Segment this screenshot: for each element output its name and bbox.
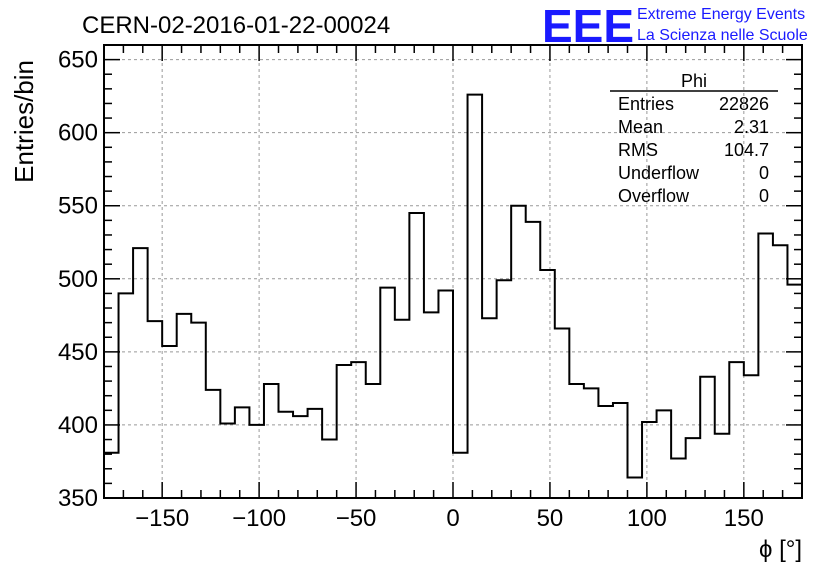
tick-labels: −150 −100 −50 0 50 100 150 350 400 450 500 550 600 65… — [58, 47, 764, 532]
stats-label-rms: RMS — [618, 140, 658, 160]
logo-mark: EEE — [542, 0, 634, 52]
axis-ticks — [103, 44, 803, 499]
x-tick-label: 0 — [446, 505, 459, 532]
stats-value-entries: 22826 — [719, 94, 769, 114]
x-tick-label: −150 — [135, 505, 189, 532]
run-title: CERN-02-2016-01-22-00024 — [82, 12, 390, 39]
y-tick-label: 650 — [58, 47, 98, 74]
eee-logo: EEE Extreme Energy Events La Scienza nel… — [542, 0, 808, 52]
stats-title: Phi — [681, 71, 707, 91]
x-tick-label: 100 — [627, 505, 667, 532]
y-tick-label: 550 — [58, 193, 98, 220]
logo-line2: La Scienza nelle Scuole — [637, 27, 808, 44]
stats-value-rms: 104.7 — [724, 140, 769, 160]
x-axis-label: ϕ [°] — [759, 536, 802, 563]
y-axis-label: Entries/bin — [9, 60, 39, 183]
stats-value-underflow: 0 — [759, 163, 769, 183]
stats-value-overflow: 0 — [759, 186, 769, 206]
stats-value-mean: 2.31 — [734, 117, 769, 137]
x-tick-label: −50 — [336, 505, 377, 532]
stats-label-overflow: Overflow — [618, 186, 690, 206]
y-tick-label: 500 — [58, 266, 98, 293]
histogram-line — [104, 69, 803, 479]
x-tick-label: 50 — [537, 505, 564, 532]
x-tick-label: −100 — [232, 505, 286, 532]
stats-label-underflow: Underflow — [618, 163, 700, 183]
logo-line1: Extreme Energy Events — [637, 6, 805, 23]
y-tick-label: 600 — [58, 120, 98, 147]
y-tick-label: 450 — [58, 339, 98, 366]
stats-box: Phi Entries 22826 Mean 2.31 RMS 104.7 Un… — [610, 71, 778, 206]
x-tick-label: 150 — [724, 505, 764, 532]
stats-label-mean: Mean — [618, 117, 663, 137]
y-tick-label: 400 — [58, 412, 98, 439]
y-tick-label: 350 — [58, 485, 98, 512]
stats-label-entries: Entries — [618, 94, 674, 114]
